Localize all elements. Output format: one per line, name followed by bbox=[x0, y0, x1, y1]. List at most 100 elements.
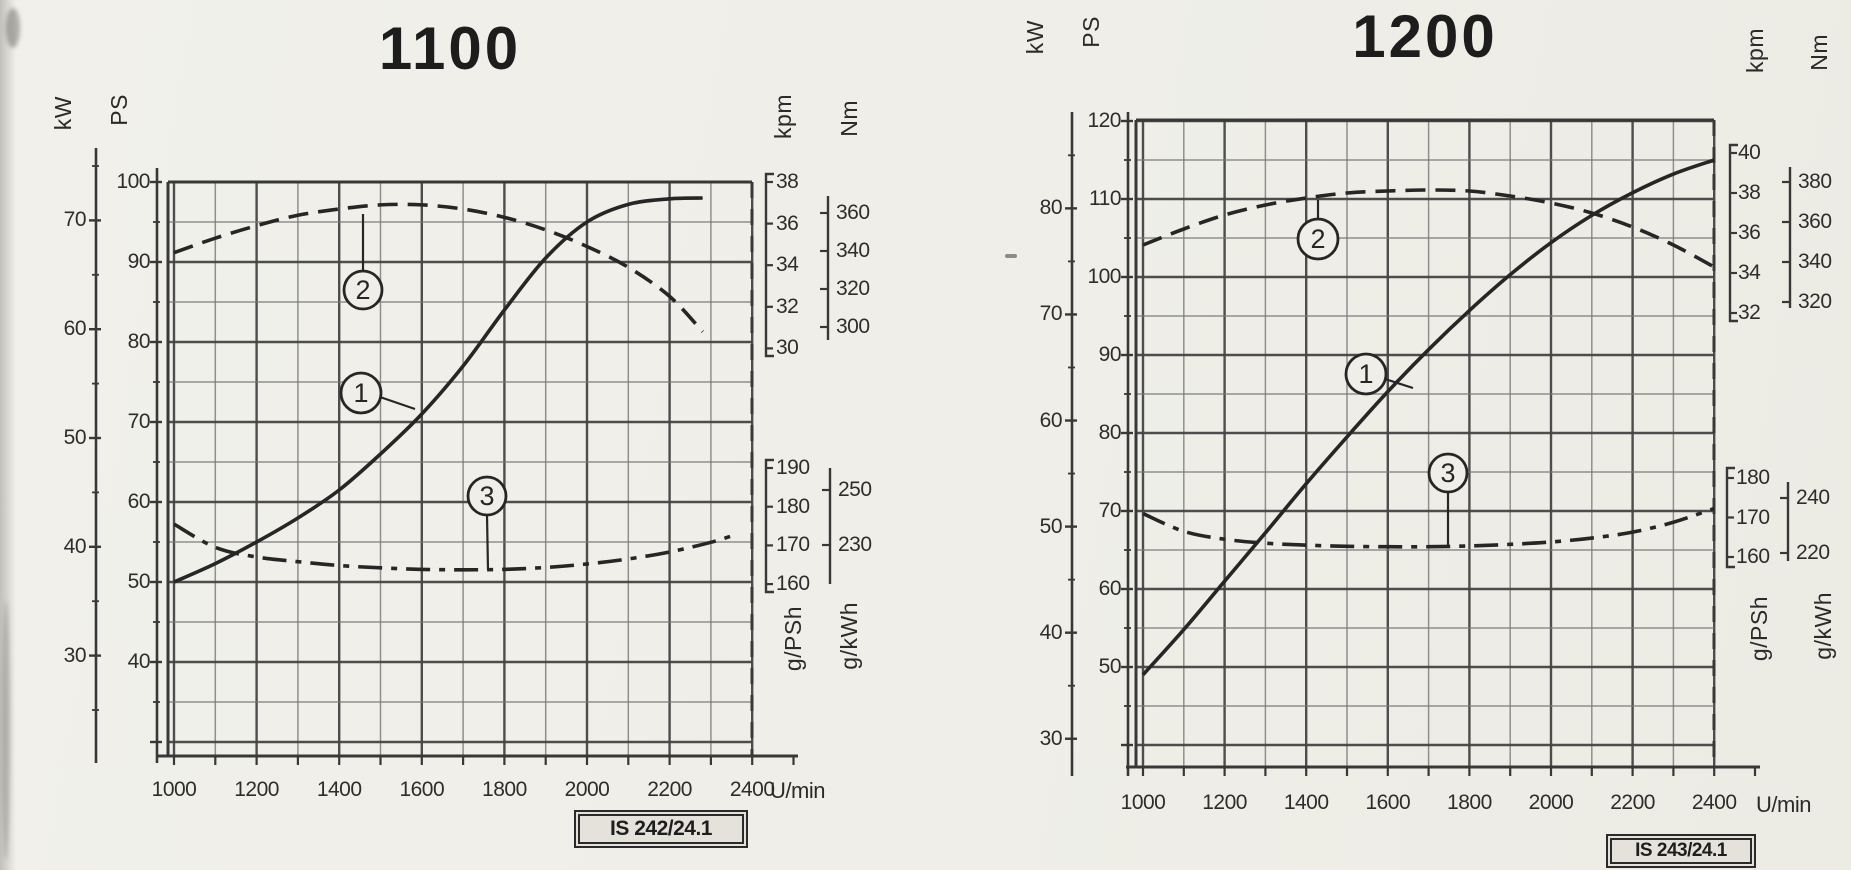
kpm-tick-label: 34 bbox=[776, 253, 799, 277]
x-tick-label: 1400 bbox=[1283, 791, 1329, 814]
kw-tick-label: 30 bbox=[63, 643, 87, 667]
ps-tick-label: 70 bbox=[1098, 499, 1122, 522]
curve-callout-label: 1 bbox=[1358, 359, 1373, 389]
ps-tick-label: 110 bbox=[1089, 187, 1121, 210]
gpsh-tick-label: 160 bbox=[1736, 545, 1770, 568]
curve-callout-3 bbox=[466, 475, 508, 517]
gpsh-tick-label: 190 bbox=[776, 456, 810, 479]
kw-tick-label: 80 bbox=[1039, 196, 1063, 220]
gpsh-tick-label: 180 bbox=[1736, 466, 1770, 489]
ps-tick-label: 100 bbox=[1087, 265, 1121, 288]
curve-callout-label: 3 bbox=[479, 481, 494, 511]
nm-tick-label: 300 bbox=[836, 315, 870, 338]
kw-tick-label: 70 bbox=[1039, 302, 1063, 326]
axis-unit-gpsh: g/PSh bbox=[780, 606, 806, 672]
nm-tick-label: 320 bbox=[836, 277, 870, 300]
nm-tick-label: 360 bbox=[1798, 210, 1832, 233]
gpsh-tick-label: 170 bbox=[776, 533, 810, 557]
scan-artifact bbox=[6, 8, 20, 48]
x-tick-label: 1000 bbox=[151, 778, 197, 801]
axis-unit-nm: Nm bbox=[1806, 34, 1832, 71]
axis-unit-ps: PS bbox=[1078, 16, 1104, 48]
x-tick-label: 1200 bbox=[1202, 791, 1247, 814]
scan-artifact bbox=[2, 600, 10, 860]
gkwh-tick-label: 240 bbox=[1796, 486, 1830, 509]
ps-tick-label: 50 bbox=[1098, 655, 1122, 678]
x-tick-label: 2400 bbox=[1691, 791, 1737, 814]
nm-tick-label: 340 bbox=[1798, 250, 1832, 273]
ps-tick-label: 50 bbox=[127, 570, 151, 593]
ps-tick-label: 120 bbox=[1087, 109, 1121, 132]
axis-unit-kw: kW bbox=[1022, 20, 1048, 55]
gkwh-tick-label: 250 bbox=[838, 478, 872, 501]
axis-unit-gkwh: g/kWh bbox=[1810, 592, 1836, 660]
x-tick-label: 2200 bbox=[647, 778, 692, 801]
axis-unit-gkwh: g/kWh bbox=[836, 602, 862, 670]
gpsh-tick-label: 160 bbox=[776, 572, 810, 596]
kpm-tick-label: 40 bbox=[1738, 141, 1761, 164]
ps-tick-label: 60 bbox=[1098, 577, 1122, 600]
gkwh-tick-label: 230 bbox=[838, 533, 872, 556]
kw-tick-label: 60 bbox=[1039, 408, 1063, 432]
chart-title-1200: 1200 bbox=[1352, 3, 1498, 70]
scan-edge-shadow bbox=[0, 0, 16, 870]
curve-callout-label: 3 bbox=[1440, 458, 1455, 488]
kpm-tick-label: 34 bbox=[1738, 261, 1761, 284]
ps-tick-label: 40 bbox=[127, 650, 151, 673]
curve-3 bbox=[173, 522, 737, 572]
kpm-tick-label: 32 bbox=[776, 294, 799, 318]
scan-speck bbox=[1005, 254, 1017, 258]
gpsh-tick-label: 170 bbox=[1736, 505, 1770, 529]
kpm-tick-label: 32 bbox=[1738, 301, 1761, 324]
nm-tick-label: 320 bbox=[1798, 290, 1832, 313]
ps-tick-label: 80 bbox=[127, 330, 151, 353]
diagram-code-badge: IS 243/24.1 bbox=[1606, 834, 1756, 868]
curve-1 bbox=[173, 196, 703, 584]
curve-callout-1 bbox=[1344, 352, 1388, 396]
kw-tick-label: 50 bbox=[1039, 514, 1063, 538]
ps-tick-label: 90 bbox=[127, 250, 151, 273]
kw-tick-label: 30 bbox=[1039, 726, 1063, 750]
chart-1200: 1 2 3 bbox=[1065, 112, 1792, 776]
x-tick-label: 2200 bbox=[1610, 791, 1655, 814]
curve-2 bbox=[1142, 188, 1716, 269]
x-tick-label: 2000 bbox=[1528, 791, 1574, 814]
kpm-tick-label: 36 bbox=[1738, 221, 1761, 244]
x-tick-label: 1200 bbox=[234, 778, 279, 801]
curve-callout-label: 1 bbox=[353, 378, 368, 408]
curve-3 bbox=[1142, 506, 1715, 549]
axis-unit-gpsh: g/PSh bbox=[1746, 596, 1772, 662]
nm-tick-label: 340 bbox=[836, 239, 870, 262]
curve-callout-label: 2 bbox=[355, 275, 370, 305]
kw-tick-label: 50 bbox=[63, 426, 87, 449]
x-axis-unit: U/min bbox=[1756, 792, 1811, 817]
ps-tick-label: 90 bbox=[1098, 343, 1122, 366]
x-tick-label: 1600 bbox=[399, 778, 445, 801]
gpsh-tick-label: 180 bbox=[776, 494, 810, 518]
curve-1 bbox=[1141, 158, 1715, 677]
axis-unit-ps: PS bbox=[106, 94, 132, 126]
kw-tick-label: 60 bbox=[63, 317, 87, 341]
chart-title-1100: 1100 bbox=[378, 15, 522, 82]
x-tick-label: 1400 bbox=[316, 778, 362, 801]
x-tick-label: 2400 bbox=[729, 778, 775, 801]
nm-tick-label: 380 bbox=[1798, 170, 1832, 193]
kpm-tick-label: 30 bbox=[776, 336, 799, 360]
kw-tick-label: 40 bbox=[1039, 620, 1063, 644]
diagram-code-badge: IS 242/24.1 bbox=[574, 810, 748, 848]
kpm-tick-label: 38 bbox=[1738, 181, 1761, 204]
ps-tick-label: 100 bbox=[116, 170, 150, 193]
curve-callout-2 bbox=[1296, 217, 1340, 261]
axis-unit-kw: kW bbox=[50, 96, 76, 131]
ps-tick-label: 60 bbox=[127, 490, 151, 513]
curve-callout-label: 2 bbox=[1310, 224, 1325, 254]
x-tick-label: 2000 bbox=[564, 778, 610, 801]
curve-2 bbox=[173, 202, 704, 333]
ps-tick-label: 80 bbox=[1098, 421, 1122, 444]
x-tick-label: 1600 bbox=[1365, 791, 1411, 814]
x-tick-label: 1800 bbox=[482, 778, 527, 801]
axis-unit-kpm: kpm bbox=[770, 94, 796, 139]
axis-unit-nm: Nm bbox=[836, 100, 862, 137]
